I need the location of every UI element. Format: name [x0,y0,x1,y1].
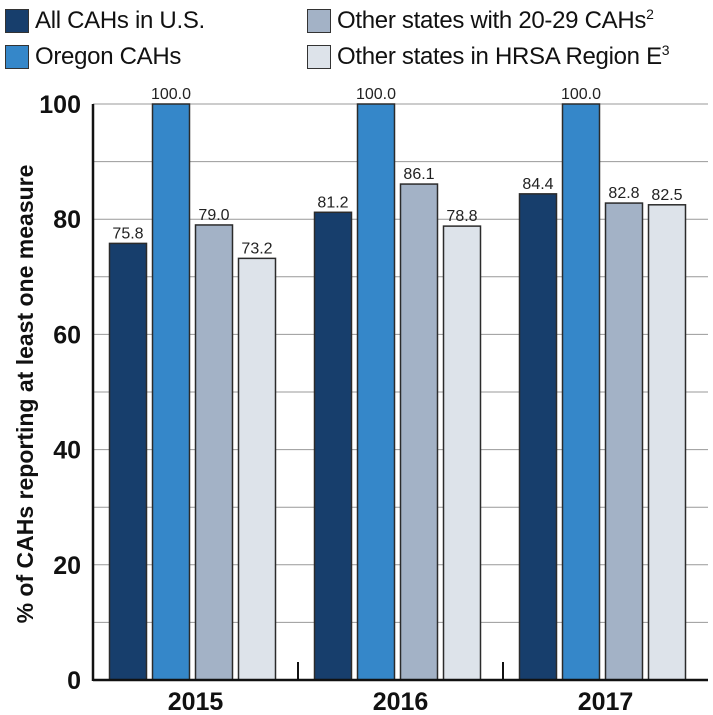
bar-2016-series-4 [442,225,482,681]
legend-label-oregon-cahs: Oregon CAHs [35,43,182,70]
bar-2017-series-1 [518,193,558,681]
bar-2016-series-2 [356,103,396,681]
x-tick-label-2016: 2016 [373,688,429,715]
legend-swatch-all-cahs-us [5,9,29,33]
data-label-2017-series-2: 100.0 [561,86,601,103]
bar-2015-series-3 [194,224,234,681]
y-tick-label-20: 20 [53,552,81,580]
legend-footnote-3: 3 [661,42,670,58]
bar-2017-series-2 [561,103,601,681]
data-label-2016-series-4: 78.8 [446,208,477,225]
legend-item-other-states-20-29: Other states with 20-29 CAHs2 [307,6,654,36]
legend-label-text-other-states-20-29: Other states with 20-29 CAHs [337,7,647,34]
data-label-2017-series-1: 84.4 [522,176,553,193]
legend-item-hrsa-region-e: Other states in HRSA Region E3 [307,42,670,72]
legend-label-hrsa-region-e: Other states in HRSA Region E3 [337,42,670,71]
data-label-2016-series-2: 100.0 [356,86,396,103]
data-label-2017-series-3: 82.8 [608,185,639,202]
y-tick-label-60: 60 [53,321,81,349]
bar-2015-series-1 [108,242,148,681]
data-label-2015-series-1: 75.8 [112,225,143,242]
legend-label-text-hrsa-region-e: Other states in HRSA Region E [337,43,662,70]
legend-swatch-oregon-cahs [5,45,29,69]
legend-item-all-cahs-us: All CAHs in U.S. [5,6,205,36]
x-tick-label-2017: 2017 [578,688,634,715]
bar-2016-series-1 [313,211,353,681]
data-labels: 75.8 100.0 79.0 73.2 81.2 100.0 86.1 78.8 84.4 10… [112,86,682,257]
data-label-2015-series-2: 100.0 [151,86,191,103]
bar-2016-series-3 [399,183,439,681]
legend-label-all-cahs-us: All CAHs in U.S. [35,7,205,34]
axes: 0 20 40 60 80 100 2015 2016 2017 [39,91,708,715]
y-tick-label-100: 100 [39,91,81,119]
bar-2017-series-3 [604,202,644,681]
y-tick-label-80: 80 [53,206,81,234]
data-label-2016-series-1: 81.2 [317,194,348,211]
y-tick-label-0: 0 [67,667,81,695]
bar-2015-series-2 [151,103,191,681]
y-tick-label-40: 40 [53,437,81,465]
legend-footnote-2: 2 [646,6,654,22]
data-label-2016-series-3: 86.1 [403,166,434,183]
legend-swatch-other-states-20-29 [307,9,331,33]
legend-label-other-states-20-29: Other states with 20-29 CAHs2 [337,7,654,35]
data-label-2017-series-4: 82.5 [651,187,682,204]
legend: All CAHs in U.S. Oregon CAHs Other state… [0,0,713,80]
data-label-2015-series-4: 73.2 [241,240,272,257]
y-axis-title: % of CAHs reporting at least one measure [12,165,38,624]
legend-item-oregon-cahs: Oregon CAHs [5,42,181,72]
bar-2017-series-4 [647,204,687,681]
data-label-2015-series-3: 79.0 [198,207,229,224]
x-tick-label-2015: 2015 [168,688,224,715]
legend-swatch-hrsa-region-e [307,45,331,69]
bar-2015-series-4 [237,257,277,681]
